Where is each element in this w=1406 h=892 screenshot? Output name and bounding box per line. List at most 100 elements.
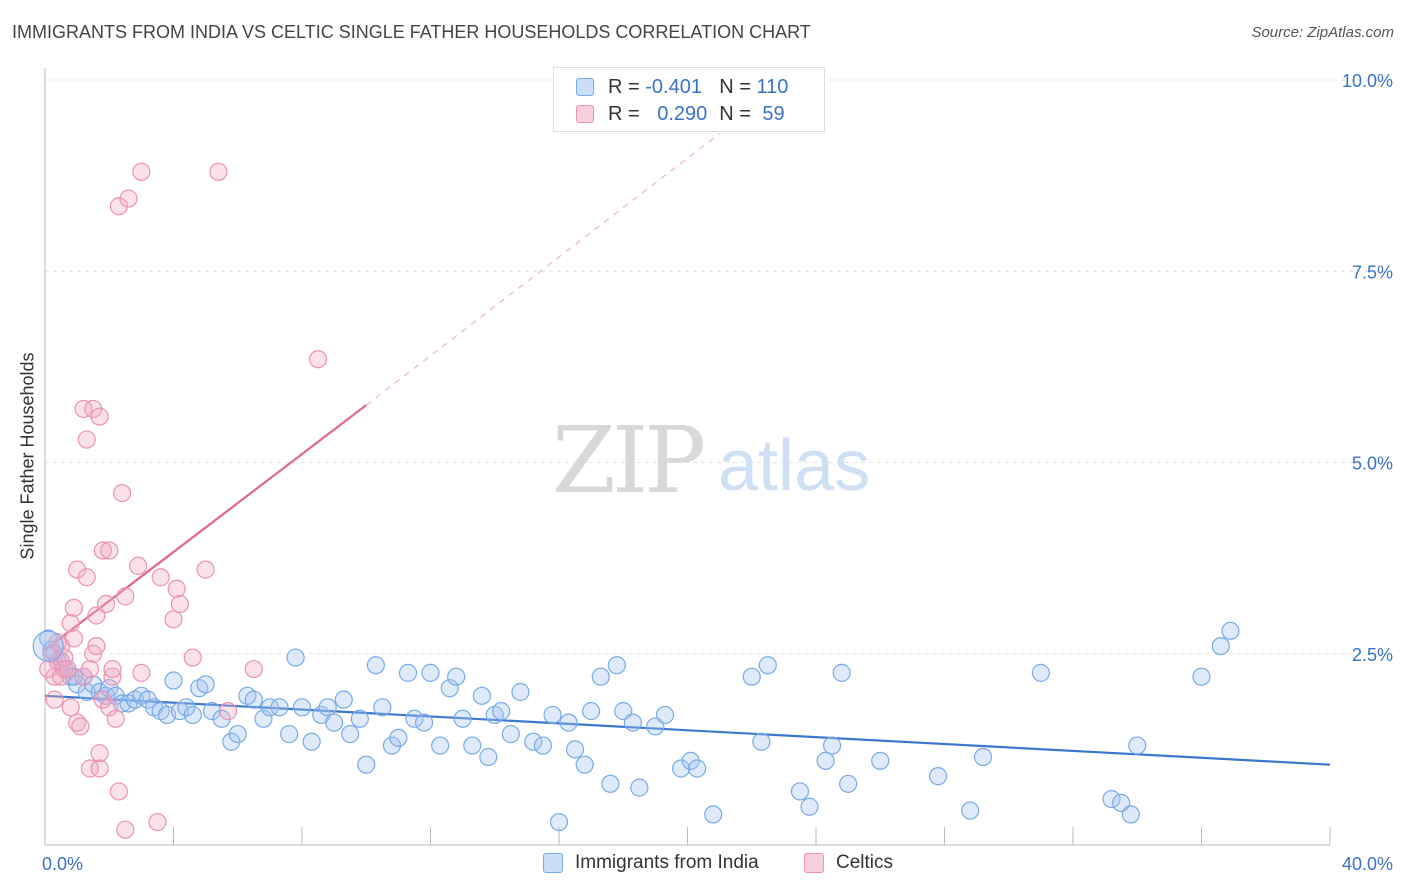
- point-india: [1192, 667, 1211, 686]
- point-celtics: [64, 598, 84, 617]
- watermark-atlas: atlas: [718, 426, 870, 506]
- legend-item-india: Immigrants from India: [543, 852, 759, 874]
- point-india: [453, 709, 472, 728]
- point-india: [183, 705, 202, 725]
- point-india: [565, 740, 585, 759]
- n-label: N =: [719, 75, 757, 98]
- point-celtics: [116, 587, 135, 606]
- legend-row-celtics: R = 0.290 N = 59: [576, 100, 791, 128]
- point-india: [607, 656, 626, 675]
- point-india: [704, 805, 723, 824]
- point-celtics: [90, 407, 109, 426]
- point-india: [254, 709, 273, 728]
- point-celtics: [167, 579, 186, 598]
- r-value-celtics: 0.290: [657, 102, 708, 125]
- point-india: [688, 759, 707, 778]
- point-india: [463, 736, 482, 755]
- legend-swatch-india: [576, 78, 594, 96]
- point-india: [318, 698, 337, 717]
- grid-lines: [45, 79, 1392, 655]
- legend-label-india: Immigrants from India: [575, 852, 759, 873]
- y-tick-label: 5.0%: [1352, 454, 1393, 474]
- point-india: [559, 713, 578, 732]
- point-india: [1031, 663, 1050, 682]
- point-india: [492, 702, 511, 721]
- point-celtics: [151, 568, 170, 587]
- point-india: [511, 682, 530, 702]
- point-india: [501, 724, 520, 744]
- y-tick-label: 10.0%: [1342, 71, 1393, 91]
- point-india: [871, 751, 890, 770]
- point-india: [655, 705, 675, 725]
- n-value-celtics: 59: [762, 102, 785, 125]
- point-celtics: [132, 162, 151, 181]
- r-label: R =: [608, 75, 646, 98]
- point-india: [373, 698, 392, 717]
- point-celtics: [196, 560, 215, 579]
- point-india: [928, 767, 948, 786]
- point-celtics: [100, 541, 119, 560]
- point-india: [549, 812, 569, 832]
- point-celtics: [109, 782, 128, 801]
- point-celtics: [219, 702, 238, 721]
- point-india: [533, 736, 553, 755]
- r-value-india: -0.401: [645, 75, 702, 98]
- watermark-zip: ZIP: [552, 407, 703, 514]
- y-tick-label: 7.5%: [1352, 262, 1393, 282]
- point-celtics: [90, 759, 109, 778]
- point-india: [398, 663, 418, 682]
- point-celtics: [48, 633, 67, 652]
- point-celtics: [100, 698, 119, 717]
- point-india: [822, 736, 842, 755]
- point-india: [334, 690, 353, 709]
- point-india: [472, 686, 491, 705]
- point-celtics: [132, 663, 151, 682]
- point-celtics: [77, 430, 96, 449]
- point-india: [752, 732, 771, 751]
- correlation-legend: R = -0.401 N = 110 R = 0.290 N = 59: [553, 67, 825, 132]
- y-tick-label: 2.5%: [1352, 645, 1393, 665]
- chart-source: Source: ZipAtlas.com: [1251, 24, 1394, 41]
- point-india: [1121, 805, 1140, 824]
- point-india: [543, 705, 562, 725]
- legend-row-india: R = -0.401 N = 110: [576, 73, 788, 101]
- point-india: [280, 724, 299, 744]
- point-india: [832, 663, 851, 682]
- point-india: [341, 724, 360, 744]
- point-india: [816, 751, 835, 770]
- point-celtics: [116, 820, 135, 839]
- point-india: [1128, 736, 1147, 755]
- point-india: [440, 679, 459, 698]
- point-india: [623, 713, 642, 732]
- point-celtics: [106, 709, 125, 728]
- tick-labels: 2.5% 5.0% 7.5% 10.0% 0.0% 40.0%: [42, 71, 1393, 874]
- point-india: [366, 656, 385, 675]
- point-celtics: [119, 189, 138, 208]
- point-celtics: [96, 594, 116, 614]
- point-celtics: [103, 667, 122, 686]
- data-points: [32, 162, 1240, 839]
- point-india: [601, 774, 620, 793]
- point-india: [758, 656, 777, 675]
- point-india: [671, 759, 691, 778]
- watermark: ZIP atlas: [552, 407, 870, 514]
- point-india-cluster: [32, 630, 64, 662]
- point-india: [1221, 621, 1240, 640]
- point-celtics: [77, 568, 96, 587]
- point-celtics: [183, 648, 202, 667]
- point-india: [196, 675, 215, 694]
- point-india: [286, 648, 305, 667]
- point-india: [961, 801, 980, 820]
- legend-swatch-celtics: [804, 853, 824, 873]
- point-celtics: [55, 648, 74, 667]
- series-legend: Immigrants from India Celtics: [0, 852, 1406, 878]
- point-celtics: [68, 560, 87, 579]
- point-india: [582, 702, 601, 721]
- point-celtics: [71, 717, 90, 736]
- point-india: [228, 724, 247, 744]
- point-celtics: [58, 659, 77, 679]
- point-india: [421, 663, 440, 682]
- point-india: [1102, 789, 1121, 809]
- point-celtics: [90, 744, 109, 763]
